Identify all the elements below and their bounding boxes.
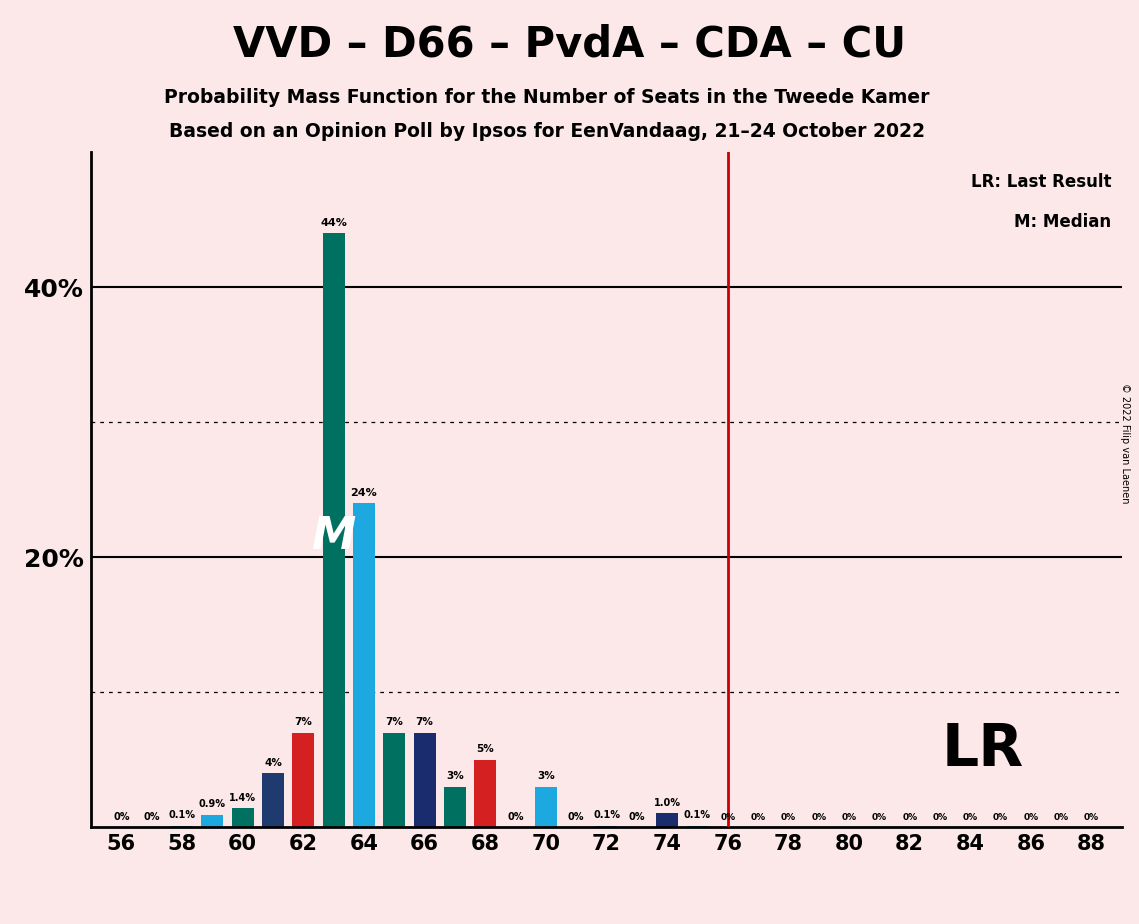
Bar [262, 773, 284, 827]
Bar [474, 760, 497, 827]
Text: 0%: 0% [902, 812, 917, 821]
Text: 44%: 44% [320, 218, 347, 228]
Text: M: Median: M: Median [1015, 213, 1112, 231]
Text: 0%: 0% [962, 812, 978, 821]
Bar [656, 813, 678, 827]
Bar [596, 826, 617, 827]
Bar [444, 786, 466, 827]
Text: 0%: 0% [933, 812, 948, 821]
Text: 5%: 5% [476, 744, 494, 754]
Text: 0%: 0% [751, 812, 765, 821]
Bar [202, 815, 223, 827]
Bar [413, 733, 435, 827]
Text: 0%: 0% [629, 811, 645, 821]
Text: Based on an Opinion Poll by Ipsos for EenVandaag, 21–24 October 2022: Based on an Opinion Poll by Ipsos for Ee… [169, 122, 925, 141]
Text: 0.1%: 0.1% [685, 810, 711, 821]
Bar [687, 826, 708, 827]
Text: VVD – D66 – PvdA – CDA – CU: VVD – D66 – PvdA – CDA – CU [233, 23, 906, 65]
Text: 0%: 0% [1024, 812, 1039, 821]
Text: 7%: 7% [416, 717, 434, 727]
Text: LR: Last Result: LR: Last Result [972, 173, 1112, 190]
Text: LR: LR [942, 721, 1024, 778]
Bar [171, 826, 192, 827]
Text: 3%: 3% [446, 772, 464, 781]
Bar [353, 504, 375, 827]
Text: 7%: 7% [294, 717, 312, 727]
Text: © 2022 Filip van Laenen: © 2022 Filip van Laenen [1121, 383, 1130, 504]
Text: 0%: 0% [507, 811, 524, 821]
Text: 0%: 0% [1084, 812, 1099, 821]
Bar [384, 733, 405, 827]
Text: 4%: 4% [264, 758, 282, 768]
Text: 3%: 3% [536, 772, 555, 781]
Text: M: M [312, 516, 355, 558]
Text: 0%: 0% [144, 811, 159, 821]
Text: 0%: 0% [842, 812, 857, 821]
Bar [232, 808, 254, 827]
Text: Probability Mass Function for the Number of Seats in the Tweede Kamer: Probability Mass Function for the Number… [164, 88, 929, 107]
Text: 0%: 0% [811, 812, 826, 821]
Text: 0%: 0% [993, 812, 1008, 821]
Text: 0%: 0% [1054, 812, 1068, 821]
Text: 0%: 0% [871, 812, 887, 821]
Text: 0.9%: 0.9% [199, 799, 226, 809]
Bar [322, 234, 345, 827]
Text: 0%: 0% [113, 811, 130, 821]
Text: 0.1%: 0.1% [169, 810, 196, 821]
Bar [535, 786, 557, 827]
Bar [293, 733, 314, 827]
Text: 0%: 0% [781, 812, 796, 821]
Text: 1.0%: 1.0% [654, 798, 681, 808]
Text: 0%: 0% [568, 811, 584, 821]
Text: 7%: 7% [385, 717, 403, 727]
Text: 24%: 24% [351, 488, 377, 498]
Text: 1.4%: 1.4% [229, 793, 256, 803]
Text: 0.1%: 0.1% [593, 810, 620, 821]
Text: 0%: 0% [720, 812, 736, 821]
